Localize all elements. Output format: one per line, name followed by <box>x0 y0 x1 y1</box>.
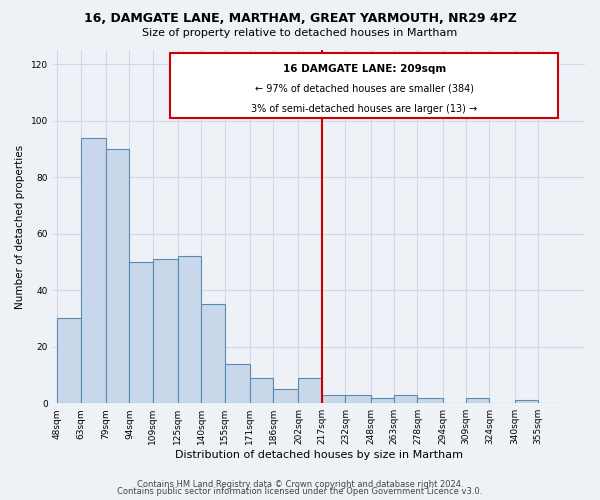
Text: Contains public sector information licensed under the Open Government Licence v3: Contains public sector information licen… <box>118 487 482 496</box>
Bar <box>466 398 490 403</box>
Bar <box>81 138 106 403</box>
Text: ← 97% of detached houses are smaller (384): ← 97% of detached houses are smaller (38… <box>255 84 474 94</box>
Bar <box>130 262 153 403</box>
Bar <box>250 378 274 403</box>
X-axis label: Distribution of detached houses by size in Martham: Distribution of detached houses by size … <box>175 450 463 460</box>
Bar <box>371 398 394 403</box>
Text: Contains HM Land Registry data © Crown copyright and database right 2024.: Contains HM Land Registry data © Crown c… <box>137 480 463 489</box>
Text: Size of property relative to detached houses in Martham: Size of property relative to detached ho… <box>142 28 458 38</box>
Bar <box>322 394 346 403</box>
FancyBboxPatch shape <box>170 53 559 118</box>
Bar <box>298 378 322 403</box>
Text: 3% of semi-detached houses are larger (13) →: 3% of semi-detached houses are larger (1… <box>251 104 478 114</box>
Y-axis label: Number of detached properties: Number of detached properties <box>15 144 25 308</box>
Text: 16 DAMGATE LANE: 209sqm: 16 DAMGATE LANE: 209sqm <box>283 64 446 74</box>
Bar <box>418 398 443 403</box>
Bar <box>202 304 225 403</box>
Bar <box>394 394 418 403</box>
Bar <box>515 400 538 403</box>
Bar <box>106 149 130 403</box>
Bar <box>178 256 202 403</box>
Bar <box>346 394 371 403</box>
Bar <box>58 318 81 403</box>
Bar <box>153 259 178 403</box>
Text: 16, DAMGATE LANE, MARTHAM, GREAT YARMOUTH, NR29 4PZ: 16, DAMGATE LANE, MARTHAM, GREAT YARMOUT… <box>83 12 517 26</box>
Bar <box>225 364 250 403</box>
Bar <box>274 389 298 403</box>
